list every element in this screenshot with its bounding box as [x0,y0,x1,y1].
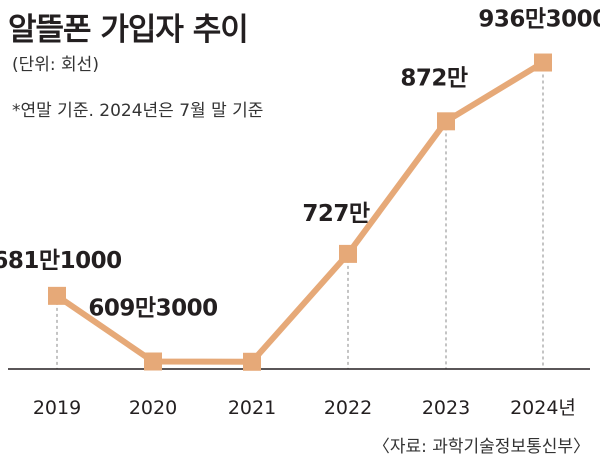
series-line [55,59,545,365]
footnote: *연말 기준. 2024년은 7월 말 기준 [12,101,264,121]
marker-2022 [339,244,357,263]
data-labels: 681만1000 609만3000 727만 872만 936만3000 [0,7,600,322]
data-label-2020: 609만3000 [88,295,217,321]
marker-2021 [243,352,261,371]
data-label-2023: 872만 [400,65,468,91]
marker-2023 [437,112,455,131]
data-label-2022: 727만 [302,201,370,227]
x-tick-3: 2022 [324,397,372,419]
marker-2019 [48,286,66,305]
x-tick-5: 2024년 [510,397,576,419]
x-tick-labels: 2019 2020 2021 2022 2023 2024년 [33,397,576,419]
source-note: 〈자료: 과학기술정보통신부〉 [372,437,590,457]
unit-note: (단위: 회선) [12,55,99,75]
x-tick-2: 2021 [228,397,276,419]
chart-title: 알뜰폰 가입자 추이 [8,12,249,48]
marker-2024년 [534,53,552,72]
data-label-2024년: 936만3000 [478,7,600,33]
x-tick-1: 2020 [129,397,177,419]
x-tick-4: 2023 [422,397,470,419]
data-markers [48,53,552,371]
data-label-2019: 681만1000 [0,248,122,274]
marker-2020 [144,352,162,371]
x-tick-0: 2019 [33,397,81,419]
